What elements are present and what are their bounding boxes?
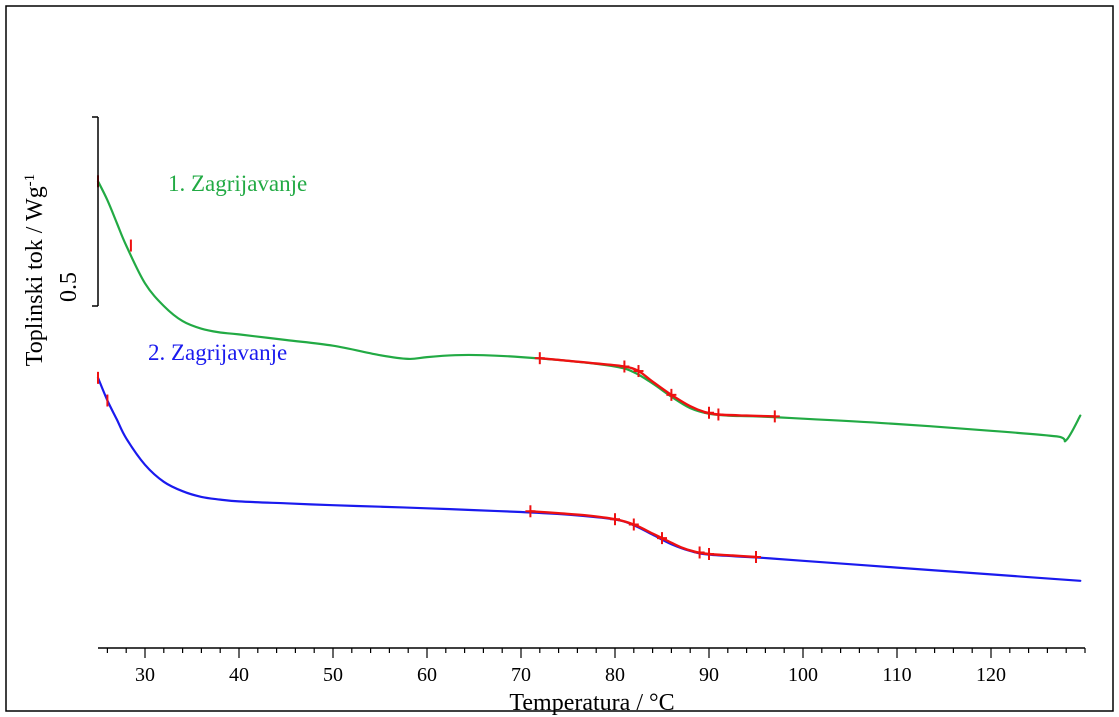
x-tick-label: 120 (976, 664, 1006, 686)
series-line-1 (96, 180, 1082, 443)
x-tick-label: 100 (788, 664, 818, 686)
x-tick-label: 70 (511, 664, 531, 686)
y-axis-title: Toplinski tok / Wg-1 (22, 174, 48, 366)
x-tick-label: 60 (417, 664, 437, 686)
series-label-1-zagrijavanje: 1. Zagrijavanje (168, 171, 307, 196)
scale-bar: 0.5 (56, 116, 99, 307)
x-axis-title: Temperatura / °C (509, 690, 674, 716)
chart-frame (5, 5, 1114, 712)
scale-bar-line (92, 116, 99, 307)
x-tick-label: 80 (605, 664, 625, 686)
scale-bar-label: 0.5 (56, 272, 82, 302)
y-axis-title-sup: -1 (22, 174, 38, 187)
x-tick-label: 50 (323, 664, 343, 686)
tg-overlay-line-2 (529, 510, 758, 559)
x-tick-label: 90 (699, 664, 719, 686)
curves-group (96, 175, 1082, 582)
tg-overlays-group (525, 352, 780, 564)
x-tick-label: 30 (135, 664, 155, 686)
x-tick-label: 110 (882, 664, 911, 686)
x-tick-label: 40 (229, 664, 249, 686)
series-line-2 (96, 376, 1082, 582)
y-axis-title-main: Toplinski tok / Wg (22, 186, 48, 366)
series-label-2-zagrijavanje: 2. Zagrijavanje (148, 340, 287, 365)
x-axis: 30 40 50 60 70 80 90 100 110 120 (98, 647, 1086, 686)
